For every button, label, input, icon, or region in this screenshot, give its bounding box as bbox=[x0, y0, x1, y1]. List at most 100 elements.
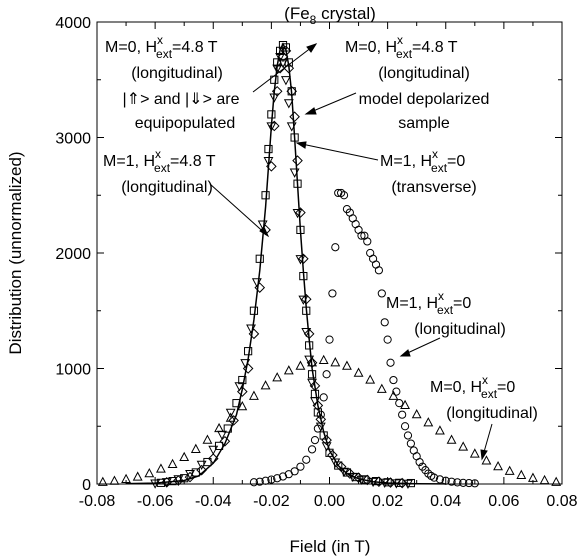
point-triangle-up bbox=[446, 434, 457, 444]
point-circle bbox=[424, 469, 433, 478]
point-square bbox=[261, 191, 270, 200]
point-triangle-up bbox=[528, 472, 538, 482]
point-triangle-up bbox=[493, 461, 503, 471]
point-triangle-down bbox=[240, 359, 251, 369]
series-triangle-up bbox=[97, 354, 562, 486]
annotation-a2-line3: model depolarized bbox=[359, 91, 490, 108]
annotations: M=0, Hx ext=4.8 T (longitudinal) |⇑> and … bbox=[103, 33, 538, 422]
point-triangle-up bbox=[144, 467, 155, 478]
point-triangle-down bbox=[289, 168, 300, 178]
point-square bbox=[293, 179, 302, 188]
point-triangle-up bbox=[121, 473, 131, 483]
point-diamond bbox=[184, 471, 196, 483]
annotation-a4-line1: M=1, Hx ext=0 bbox=[380, 147, 465, 175]
annotation-a6-line1: M=0, Hx ext=0 bbox=[430, 373, 515, 401]
point-square bbox=[244, 347, 253, 356]
arrowhead-a3 bbox=[259, 226, 270, 238]
point-triangle-down bbox=[185, 470, 195, 480]
point-circle bbox=[261, 476, 270, 485]
point-circle bbox=[249, 478, 259, 487]
point-triangle-up bbox=[435, 425, 445, 435]
point-triangle-down bbox=[368, 477, 379, 488]
point-circle bbox=[267, 475, 276, 484]
annotation-a2-line1: M=0, Hx ext=4.8 T bbox=[345, 33, 458, 61]
point-circle bbox=[430, 473, 439, 482]
point-triangle-up bbox=[156, 463, 166, 473]
point-square bbox=[299, 272, 308, 281]
point-diamond bbox=[300, 293, 312, 305]
point-triangle-down bbox=[246, 324, 256, 334]
point-circle bbox=[398, 410, 407, 419]
point-circle bbox=[392, 387, 401, 396]
y-axis-title: Distribution (unnormalized) bbox=[6, 151, 25, 354]
y-tick-label: 0 bbox=[82, 477, 91, 494]
point-triangle-up bbox=[539, 474, 550, 485]
annotation-a1-line4: equipopulated bbox=[135, 115, 236, 132]
point-circle bbox=[380, 318, 389, 327]
point-triangle-up bbox=[551, 476, 562, 486]
point-square bbox=[238, 375, 247, 385]
point-triangle-down bbox=[347, 472, 358, 483]
point-circle bbox=[406, 439, 415, 448]
point-triangle-down bbox=[278, 58, 288, 69]
point-square bbox=[249, 306, 259, 315]
annotation-a3-line1: M=1, Hx ext=4.8 T bbox=[103, 147, 216, 175]
point-square bbox=[307, 370, 317, 379]
annotation-a3-line2: (longitudinal) bbox=[121, 179, 213, 196]
point-triangle-up bbox=[330, 357, 341, 367]
y-tick-label: 1000 bbox=[55, 362, 91, 379]
point-circle bbox=[389, 375, 398, 385]
point-circle bbox=[383, 335, 392, 344]
point-triangle-up bbox=[307, 357, 317, 367]
point-diamond bbox=[196, 464, 207, 476]
point-diamond bbox=[298, 253, 309, 265]
series-circle bbox=[249, 188, 479, 488]
point-triangle-down bbox=[280, 76, 291, 86]
annotation-a6-line2: (longitudinal) bbox=[446, 405, 538, 422]
point-circle bbox=[273, 474, 282, 483]
point-triangle-down bbox=[315, 422, 326, 432]
annotation-a2-line4: sample bbox=[398, 115, 450, 132]
x-tick-label: -0.06 bbox=[137, 493, 174, 510]
point-triangle-up bbox=[516, 469, 527, 479]
point-triangle-down bbox=[391, 479, 402, 489]
point-circle bbox=[453, 478, 462, 487]
point-triangle-up bbox=[295, 360, 306, 370]
point-circle bbox=[322, 370, 331, 379]
point-diamond bbox=[309, 380, 321, 392]
point-diamond bbox=[306, 357, 318, 369]
x-tick-label: 0.08 bbox=[546, 493, 577, 510]
point-circle bbox=[447, 477, 456, 486]
series-diamond bbox=[161, 45, 408, 489]
annotation-a1-line3: |⇑> and |⇓> are bbox=[123, 91, 240, 108]
annotation-a4-line2: (transverse) bbox=[391, 179, 476, 196]
point-circle bbox=[325, 335, 334, 344]
series-square bbox=[156, 41, 415, 488]
annotation-a2-line2: (longitudinal) bbox=[378, 65, 470, 82]
point-triangle-down bbox=[150, 479, 161, 489]
point-diamond bbox=[315, 414, 327, 425]
point-triangle-down bbox=[286, 122, 297, 132]
point-triangle-down bbox=[208, 445, 219, 456]
point-triangle-up bbox=[423, 417, 434, 427]
y-tick-label: 2000 bbox=[55, 246, 91, 263]
point-triangle-up bbox=[225, 412, 236, 422]
point-circle bbox=[459, 478, 468, 487]
point-square bbox=[302, 306, 311, 315]
point-diamond bbox=[207, 453, 219, 464]
point-circle bbox=[302, 455, 311, 464]
point-circle bbox=[470, 479, 479, 488]
point-diamond bbox=[254, 282, 266, 293]
point-triangle-down bbox=[196, 460, 207, 471]
point-square bbox=[287, 87, 296, 96]
point-diamond bbox=[292, 155, 303, 166]
series-triangle-down bbox=[150, 53, 413, 489]
x-tick-label: 0.06 bbox=[488, 493, 519, 510]
point-triangle-down bbox=[234, 382, 245, 392]
point-circle bbox=[435, 475, 445, 484]
x-tick-label: -0.08 bbox=[79, 493, 116, 510]
axis-ticks bbox=[96, 21, 563, 485]
x-tick-label: 0.02 bbox=[372, 493, 403, 510]
point-circle bbox=[357, 231, 366, 240]
point-circle bbox=[464, 478, 474, 488]
